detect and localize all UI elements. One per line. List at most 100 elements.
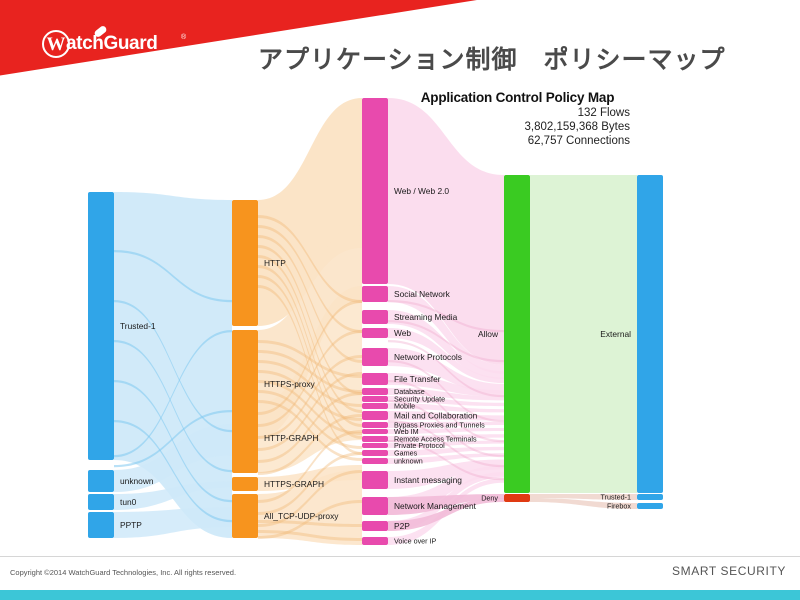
- sankey-node[interactable]: [362, 436, 388, 442]
- sankey-flow: [388, 380, 504, 443]
- sankey-flow: [388, 434, 504, 442]
- sankey-node[interactable]: [232, 477, 258, 491]
- sankey-node-label: Deny: [481, 494, 498, 503]
- sankey-flow: [258, 470, 362, 527]
- sankey-node[interactable]: [362, 429, 388, 434]
- stat-flows: 132 Flows: [577, 107, 630, 119]
- sankey-node[interactable]: [88, 512, 114, 538]
- sankey-flow: [258, 390, 362, 449]
- sankey-node-label: HTTPS-proxy: [264, 379, 316, 389]
- sankey-flow: [114, 410, 232, 468]
- footer-accent-bar: [0, 590, 800, 600]
- sankey-flow: [388, 400, 504, 458]
- sankey-node[interactable]: [362, 450, 388, 456]
- sankey-node[interactable]: [232, 403, 258, 473]
- sankey-node[interactable]: [362, 443, 388, 448]
- sankey-flow: [388, 340, 504, 398]
- sankey-flow: [258, 380, 362, 435]
- sankey-node[interactable]: [637, 503, 663, 509]
- sankey-node[interactable]: [362, 388, 388, 395]
- sankey-node[interactable]: [362, 422, 388, 428]
- sankey-node-label: Mobile: [394, 402, 415, 411]
- sankey-flow: [258, 520, 362, 527]
- sankey-node-label: Bypass Proxies and Tunnels: [394, 421, 485, 430]
- sankey-flow: [388, 320, 504, 363]
- sankey-node-label: Network Protocols: [394, 352, 462, 362]
- sankey-flow: [258, 330, 362, 427]
- sankey-node-label: Web IM: [394, 427, 419, 436]
- sankey-flow: [388, 453, 504, 464]
- sankey-node[interactable]: [88, 470, 114, 492]
- sankey-node[interactable]: [504, 175, 530, 493]
- sankey-flow: [258, 98, 362, 326]
- chart-title: Application Control Policy Map: [420, 90, 615, 105]
- sankey-node-label: Games: [394, 449, 418, 458]
- sankey-flow: [388, 360, 504, 423]
- sankey-flow: [258, 225, 362, 333]
- sankey-flow: [114, 340, 232, 473]
- sankey-node-label: Network Management: [394, 501, 477, 511]
- sankey-node[interactable]: [362, 98, 388, 284]
- sankey-node[interactable]: [232, 200, 258, 326]
- sankey-node[interactable]: [362, 537, 388, 545]
- sankey-flow: [258, 465, 362, 491]
- sankey-node[interactable]: [88, 494, 114, 510]
- sankey-node-label: Security Update: [394, 395, 445, 404]
- sankey-node-label: Private Protocol: [394, 441, 445, 450]
- stat-bytes: 3,802,159,368 Bytes: [524, 121, 631, 133]
- sankey-flow: [388, 286, 504, 374]
- logo-w-mark: W: [42, 30, 70, 58]
- sankey-node[interactable]: [362, 403, 388, 409]
- sankey-flow: [530, 175, 637, 493]
- chart-header: Application Control Policy Map 132 Flows…: [405, 90, 630, 147]
- sankey-flow: [388, 373, 504, 397]
- sankey-node-label: tun0: [120, 497, 137, 507]
- sankey-flow: [114, 424, 232, 492]
- sankey-flow: [388, 446, 504, 456]
- sankey-node[interactable]: [88, 192, 114, 460]
- sankey-flow: [388, 411, 504, 421]
- sankey-node[interactable]: [362, 310, 388, 324]
- sankey-flow: [114, 330, 232, 458]
- slide-title: アプリケーション制御 ポリシーマップ: [258, 46, 726, 74]
- sankey-node[interactable]: [362, 497, 388, 515]
- sankey-node-label: Remote Access Terminals: [394, 435, 477, 444]
- sankey-node[interactable]: [362, 521, 388, 531]
- sankey-flow: [258, 286, 362, 473]
- sankey-flow: [258, 372, 362, 451]
- sankey-node[interactable]: [362, 286, 388, 302]
- sankey-node-label: File Transfer: [394, 374, 441, 384]
- sankey-node[interactable]: [362, 373, 388, 385]
- sankey-node-label: Social Network: [394, 289, 451, 299]
- sankey-node[interactable]: [504, 494, 530, 502]
- sankey-flow: [530, 498, 637, 509]
- sankey-flow: [388, 396, 504, 407]
- sankey-flow: [388, 98, 504, 365]
- sankey-node[interactable]: [362, 458, 388, 464]
- sankey-node[interactable]: [362, 471, 388, 489]
- sankey-flow: [258, 275, 362, 439]
- sankey-flow: [258, 430, 362, 503]
- sankey-node[interactable]: [637, 175, 663, 493]
- header-banner: W atchGuard ®: [0, 0, 800, 95]
- sankey-flow: [258, 392, 362, 463]
- tagline-text: SMART SECURITY: [672, 564, 786, 578]
- sankey-flow: [258, 300, 362, 415]
- sankey-node-label: All_TCP-UDP-proxy: [264, 511, 339, 521]
- sankey-flow: [388, 348, 504, 394]
- sankey-node-label: HTTP: [264, 258, 286, 268]
- sankey-flow: [388, 498, 504, 531]
- sankey-node-label: HTTP-GRAPH: [264, 433, 318, 443]
- sankey-flow: [388, 494, 504, 515]
- sankey-node[interactable]: [362, 411, 388, 420]
- sankey-node[interactable]: [362, 348, 388, 366]
- sankey-node[interactable]: [232, 494, 258, 538]
- sankey-node-label: Voice over IP: [394, 537, 437, 546]
- watchguard-logo: W atchGuard ®: [42, 24, 192, 62]
- sankey-node[interactable]: [637, 494, 663, 500]
- sankey-node[interactable]: [362, 328, 388, 338]
- copyright-text: Copyright ©2014 WatchGuard Technologies,…: [10, 568, 237, 577]
- sankey-flow: [114, 250, 232, 303]
- sankey-node[interactable]: [362, 396, 388, 402]
- sankey-flow: [388, 388, 504, 401]
